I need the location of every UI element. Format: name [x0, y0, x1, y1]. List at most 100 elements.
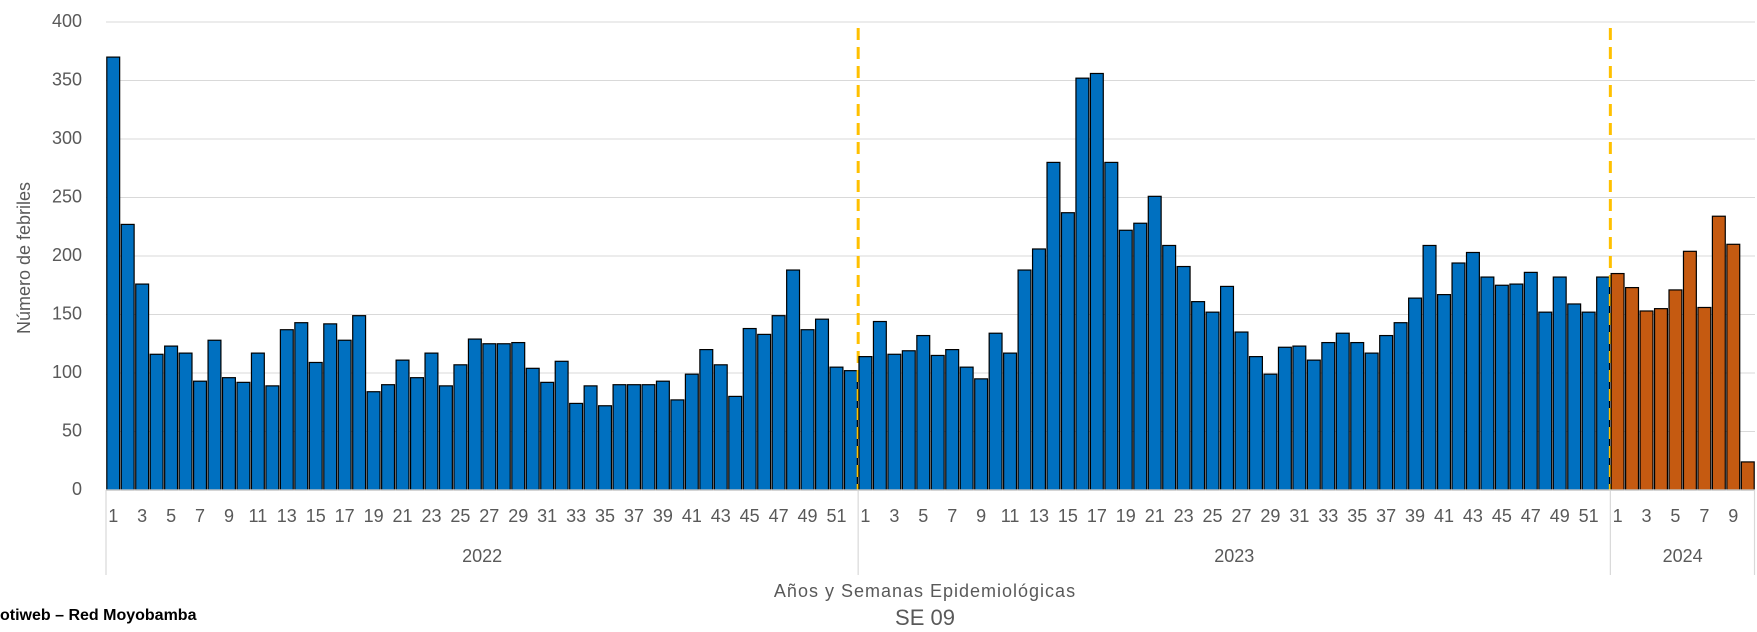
- y-tick-label: 150: [52, 303, 82, 323]
- bar: [1364, 352, 1379, 491]
- x-tick-label: 15: [1058, 506, 1078, 526]
- bar: [1523, 271, 1538, 491]
- bar: [843, 370, 858, 491]
- bar: [1147, 195, 1162, 491]
- bar: [901, 350, 916, 491]
- x-tick-label: 21: [1145, 506, 1165, 526]
- bar: [525, 367, 540, 491]
- bar: [1408, 297, 1423, 491]
- x-axis-title: Años y Semanas Epidemiológicas: [774, 581, 1076, 601]
- x-tick-label: 43: [711, 506, 731, 526]
- x-tick-label: 29: [508, 506, 528, 526]
- y-tick-label: 250: [52, 186, 82, 206]
- bar: [1205, 311, 1220, 491]
- bar: [1610, 272, 1625, 491]
- x-tick-label: 13: [1029, 506, 1049, 526]
- bar: [1726, 243, 1741, 491]
- bar: [207, 339, 222, 491]
- x-tick-label: 39: [1405, 506, 1425, 526]
- bar: [771, 315, 786, 491]
- bar: [569, 402, 584, 491]
- bar: [308, 361, 323, 491]
- bar: [467, 338, 482, 491]
- y-tick-label: 200: [52, 245, 82, 265]
- bar: [1711, 215, 1726, 491]
- x-tick-label: 49: [1550, 506, 1570, 526]
- x-tick-label: 27: [479, 506, 499, 526]
- x-tick-label: 51: [826, 506, 846, 526]
- bar: [1465, 251, 1480, 491]
- bar: [1031, 248, 1047, 491]
- bar: [916, 334, 931, 491]
- bar: [1567, 303, 1582, 491]
- x-tick-label: 35: [1347, 506, 1367, 526]
- bar: [1625, 286, 1640, 491]
- bar: [887, 353, 902, 491]
- bar: [800, 329, 815, 491]
- bar: [366, 391, 381, 491]
- x-tick-label: 13: [277, 506, 297, 526]
- x-tick-label: 5: [1670, 506, 1680, 526]
- bar: [279, 329, 294, 491]
- bar: [381, 384, 396, 491]
- bar: [352, 315, 367, 491]
- bar: [1162, 244, 1177, 491]
- bar: [713, 364, 728, 491]
- bar: [1219, 285, 1235, 491]
- bar: [540, 381, 555, 491]
- bar: [583, 385, 598, 491]
- x-tick-label: 3: [1642, 506, 1652, 526]
- x-tick-label: 9: [1728, 506, 1738, 526]
- bar: [438, 385, 453, 491]
- bar: [250, 352, 265, 491]
- bar: [655, 380, 670, 491]
- bar: [959, 366, 974, 491]
- x-tick-label: 5: [166, 506, 176, 526]
- x-tick-label: 39: [653, 506, 673, 526]
- bar: [1104, 161, 1119, 491]
- bar: [1436, 294, 1452, 491]
- x-tick-label: 25: [1203, 506, 1223, 526]
- bar: [409, 377, 425, 491]
- bar: [1740, 461, 1755, 491]
- x-tick-label: 9: [224, 506, 234, 526]
- source: otiweb – Red Moyobamba: [0, 607, 197, 624]
- y-tick-label: 300: [52, 128, 82, 148]
- bar: [1075, 77, 1090, 491]
- x-tick-label: 21: [393, 506, 413, 526]
- bar: [814, 318, 830, 491]
- bar: [1321, 341, 1336, 491]
- y-tick-label: 350: [52, 69, 82, 89]
- group-label: 2023: [1214, 546, 1254, 566]
- bar: [1422, 244, 1437, 491]
- x-tick-label: 3: [137, 506, 147, 526]
- bar: [974, 378, 989, 491]
- bar: [149, 353, 164, 491]
- bar: [598, 405, 613, 491]
- x-tick-label: 17: [1087, 506, 1107, 526]
- bar: [1017, 269, 1032, 491]
- bar: [164, 345, 179, 491]
- x-tick-label: 1: [860, 506, 870, 526]
- bar: [511, 341, 526, 491]
- bar: [670, 399, 685, 491]
- bar: [1176, 265, 1191, 491]
- bar: [1292, 345, 1307, 491]
- bar: [337, 339, 352, 491]
- y-tick-label: 0: [72, 479, 82, 499]
- bar: [1480, 276, 1495, 491]
- bar: [1046, 161, 1061, 491]
- bar: [221, 377, 236, 491]
- bar: [192, 380, 208, 491]
- bar: [1668, 289, 1683, 491]
- x-tick-label: 45: [1492, 506, 1512, 526]
- bar: [1552, 276, 1567, 491]
- bar: [1682, 250, 1697, 491]
- x-tick-label: 47: [769, 506, 789, 526]
- x-tick-label: 9: [976, 506, 986, 526]
- bar: [1451, 262, 1466, 491]
- bar: [728, 395, 743, 491]
- x-tick-label: 11: [249, 506, 268, 526]
- bar: [1379, 334, 1394, 491]
